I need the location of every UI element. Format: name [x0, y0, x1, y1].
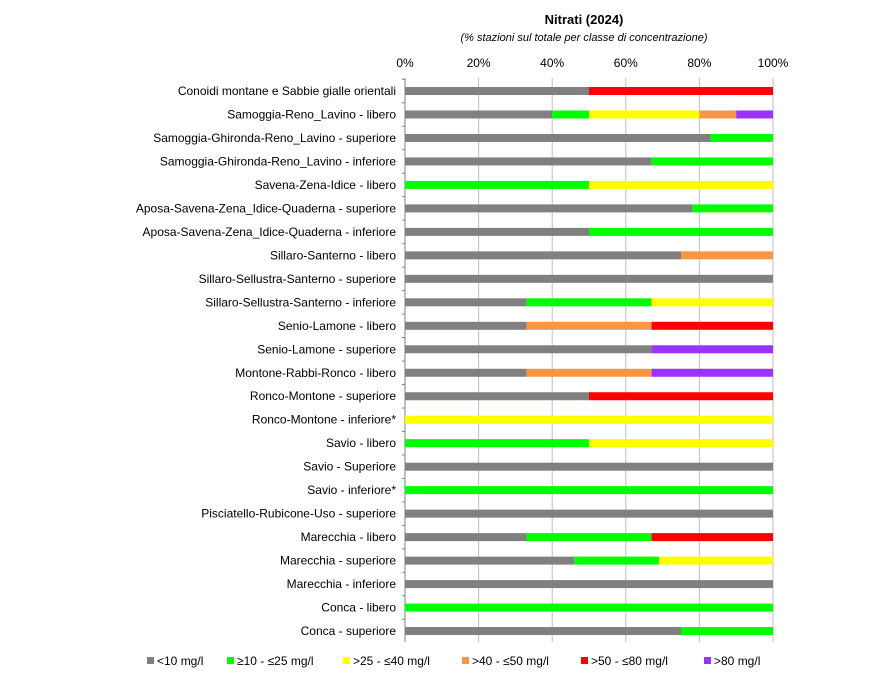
- category-label: Ronco-Montone - inferiore*: [252, 413, 396, 427]
- bar-segment: [405, 486, 773, 495]
- category-label: Conoidi montane e Sabbie gialle oriental…: [178, 84, 396, 98]
- bar-segment: [405, 627, 681, 636]
- legend-swatch: [462, 657, 469, 664]
- bar-segment: [552, 110, 589, 119]
- legend-swatch: [704, 657, 711, 664]
- category-label: Savio - inferiore*: [307, 483, 396, 497]
- category-label: Samoggia-Reno_Lavino - libero: [227, 107, 396, 121]
- bar-segment: [405, 462, 773, 471]
- x-tick-label: 100%: [758, 56, 789, 70]
- x-axis-ticks: 0% 20% 40% 60% 80% 100%: [396, 56, 788, 70]
- bar-segment: [405, 251, 681, 260]
- bar-segment: [405, 533, 527, 542]
- bar-segment: [651, 157, 773, 166]
- x-tick-label: 0%: [396, 56, 414, 70]
- category-label: Ronco-Montone - superiore: [250, 389, 396, 403]
- bar-segment: [405, 274, 773, 283]
- bar-segment: [405, 345, 652, 354]
- bar-segment: [405, 580, 773, 589]
- legend-label: <10 mg/l: [157, 654, 203, 668]
- bar-segment: [405, 227, 589, 236]
- category-label: Sillaro-Santerno - libero: [270, 248, 396, 262]
- legend-label: >40 - ≤50 mg/l: [472, 654, 549, 668]
- bar-segment: [405, 439, 589, 448]
- category-label: Samoggia-Ghironda-Reno_Lavino - inferior…: [160, 154, 396, 168]
- y-axis-categories: Conoidi montane e Sabbie gialle oriental…: [136, 78, 405, 638]
- bar-segment: [526, 298, 652, 307]
- category-label: Aposa-Savena-Zena_Idice-Quaderna - super…: [136, 201, 396, 215]
- category-label: Marecchia - superiore: [280, 554, 396, 568]
- bar-segment: [405, 110, 553, 119]
- bar-segment: [589, 180, 773, 189]
- bars: [405, 87, 773, 636]
- legend: <10 mg/l ≥10 - ≤25 mg/l >25 - ≤40 mg/l >40 …: [147, 654, 760, 668]
- category-label: Conca - superiore: [301, 624, 397, 638]
- bar-segment: [651, 533, 773, 542]
- bar-segment: [574, 556, 659, 565]
- x-tick-label: 20%: [467, 56, 491, 70]
- category-label: Samoggia-Ghironda-Reno_Lavino - superior…: [153, 131, 396, 145]
- legend-swatch: [343, 657, 350, 664]
- x-tick-label: 80%: [687, 56, 711, 70]
- bar-segment: [736, 110, 773, 119]
- bar-segment: [405, 298, 527, 307]
- bar-segment: [405, 157, 652, 166]
- category-label: Sillaro-Sellustra-Santerno - inferiore: [205, 295, 396, 309]
- legend-swatch: [147, 657, 154, 664]
- bar-segment: [651, 321, 773, 330]
- bar-segment: [405, 133, 711, 142]
- bar-segment: [699, 110, 737, 119]
- bar-segment: [526, 533, 652, 542]
- gridlines: [404, 78, 774, 642]
- bar-segment: [681, 627, 773, 636]
- bar-segment: [405, 509, 773, 518]
- x-tick-label: 40%: [540, 56, 564, 70]
- bar-segment: [405, 392, 589, 401]
- bar-segment: [589, 392, 773, 401]
- bar-segment: [651, 298, 773, 307]
- bar-segment: [405, 87, 589, 95]
- bar-segment: [651, 345, 773, 354]
- bar-segment: [710, 133, 773, 142]
- category-label: Aposa-Savena-Zena_Idice-Quaderna - infer…: [143, 225, 397, 239]
- category-label: Savio - libero: [326, 436, 396, 450]
- bar-segment: [589, 87, 773, 95]
- category-label: Montone-Rabbi-Ronco - libero: [235, 366, 396, 380]
- legend-swatch: [581, 657, 588, 664]
- chart-title: Nitrati (2024): [545, 12, 624, 27]
- bar-segment: [405, 415, 773, 424]
- category-label: Conca - libero: [321, 601, 396, 615]
- category-label: Pisciatello-Rubicone-Uso - superiore: [201, 507, 396, 521]
- category-label: Senio-Lamone - libero: [278, 319, 396, 333]
- bar-segment: [681, 251, 773, 260]
- bar-segment: [589, 110, 700, 119]
- bar-segment: [589, 439, 773, 448]
- bar-segment: [589, 227, 773, 236]
- legend-label: ≥10 - ≤25 mg/l: [237, 654, 314, 668]
- bar-segment: [526, 321, 652, 330]
- legend-swatch: [227, 657, 234, 664]
- bar-segment: [405, 180, 589, 189]
- category-label: Savena-Zena-Idice - libero: [255, 178, 397, 192]
- legend-label: >25 - ≤40 mg/l: [353, 654, 430, 668]
- bar-segment: [405, 556, 575, 565]
- bar-segment: [658, 556, 773, 565]
- bar-segment: [405, 204, 693, 213]
- category-label: Senio-Lamone - superiore: [257, 342, 396, 356]
- bar-segment: [651, 368, 773, 377]
- legend-label: >50 - ≤80 mg/l: [591, 654, 668, 668]
- chart-subtitle: (% stazioni sul totale per classe di con…: [460, 32, 707, 44]
- bar-segment: [405, 603, 773, 612]
- bar-segment: [692, 204, 773, 213]
- bar-segment: [405, 368, 527, 377]
- legend-label: >80 mg/l: [714, 654, 760, 668]
- category-label: Marecchia - libero: [301, 530, 397, 544]
- x-tick-label: 60%: [614, 56, 638, 70]
- bar-segment: [526, 368, 652, 377]
- category-label: Marecchia - inferiore: [287, 577, 397, 591]
- category-label: Savio - Superiore: [303, 460, 396, 474]
- category-label: Sillaro-Sellustra-Santerno - superiore: [199, 272, 397, 286]
- bar-segment: [405, 321, 527, 330]
